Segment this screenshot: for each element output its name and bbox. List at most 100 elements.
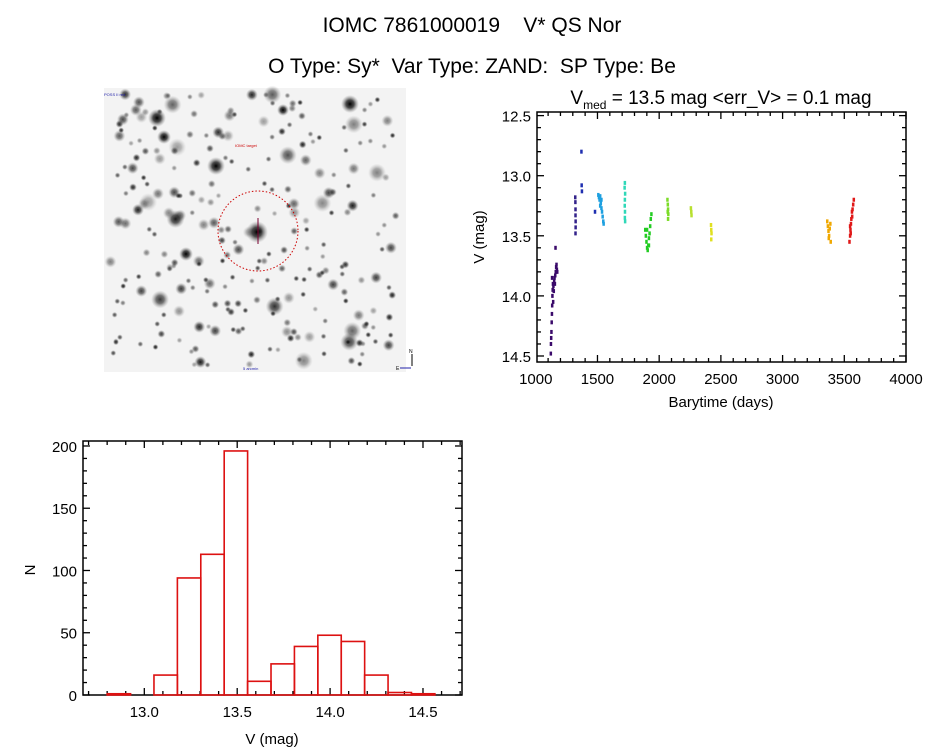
x-tick-label: 13.5 [223, 704, 252, 721]
star [290, 227, 299, 236]
star [160, 311, 167, 318]
star [119, 217, 132, 230]
star [140, 174, 147, 181]
star [223, 109, 236, 122]
histogram-bar [199, 553, 225, 696]
star [283, 185, 292, 194]
data-point [848, 233, 852, 238]
star [118, 127, 125, 134]
data-point [666, 197, 669, 202]
histogram-bar [293, 645, 319, 696]
star [151, 231, 158, 238]
data-point [551, 293, 554, 298]
star [303, 330, 316, 343]
data-point [826, 219, 829, 224]
data-point [574, 207, 577, 212]
star [309, 138, 316, 145]
star [265, 156, 272, 163]
star [370, 271, 383, 284]
star [372, 338, 379, 345]
star [365, 331, 372, 338]
star [186, 93, 193, 100]
star [278, 146, 297, 165]
histogram-bar [106, 692, 132, 696]
data-point [827, 233, 831, 238]
star [204, 288, 211, 295]
star [189, 209, 196, 216]
star [278, 264, 287, 273]
x-tick-label: 3000 [766, 371, 799, 388]
star [344, 339, 351, 346]
star [260, 257, 269, 266]
star [203, 132, 210, 139]
data-point [666, 202, 670, 207]
data-point [554, 269, 558, 274]
x-axis-label: V (mag) [245, 731, 298, 747]
star [385, 284, 392, 291]
star [340, 288, 349, 297]
star [207, 216, 220, 229]
star [185, 277, 192, 284]
data-point [850, 214, 854, 219]
data-point [549, 335, 553, 340]
star [168, 138, 187, 157]
star [370, 324, 377, 331]
star [284, 92, 291, 99]
bright-star [277, 104, 289, 116]
data-point [574, 200, 577, 205]
star [280, 325, 293, 338]
star [209, 324, 222, 337]
star [197, 218, 210, 231]
star [116, 113, 129, 126]
y-tick-label: 13.0 [502, 169, 531, 186]
star [151, 187, 164, 200]
x-tick-label: 1000 [519, 371, 552, 388]
data-point [829, 221, 832, 226]
target-circle [217, 190, 299, 272]
star [389, 132, 396, 139]
y-tick-label: 150 [52, 501, 77, 518]
star [228, 158, 235, 165]
star [242, 307, 249, 314]
star [327, 278, 340, 291]
histogram-bar [246, 680, 272, 696]
star [266, 346, 273, 353]
star [122, 277, 129, 284]
data-point [623, 209, 627, 214]
star [345, 182, 352, 189]
data-point [647, 243, 651, 248]
light-curve-title: Vmed = 13.5 mag <err_V> = 0.1 mag [570, 88, 871, 112]
histogram-bar [410, 692, 436, 696]
star [355, 338, 364, 347]
star [119, 88, 132, 101]
star [387, 332, 394, 339]
data-point [553, 275, 556, 280]
data-point [602, 221, 605, 226]
star [303, 226, 310, 233]
star [152, 146, 161, 155]
histogram-bar [317, 634, 343, 696]
star [121, 163, 128, 170]
star [263, 85, 282, 104]
star [128, 140, 135, 147]
star [128, 183, 137, 192]
star [367, 138, 374, 145]
star [217, 225, 226, 234]
y-axis-label: V (mag) [471, 210, 488, 263]
data-point [552, 279, 556, 284]
star [202, 276, 209, 283]
star [297, 99, 304, 106]
star [282, 291, 295, 304]
star [188, 189, 197, 198]
star [385, 313, 394, 322]
data-point [550, 303, 554, 308]
star [382, 339, 395, 352]
star [339, 271, 346, 278]
data-point [710, 237, 713, 242]
star [286, 121, 293, 128]
star [104, 255, 117, 268]
x-tick-label: 13.0 [130, 704, 159, 721]
bright-star [148, 109, 166, 127]
